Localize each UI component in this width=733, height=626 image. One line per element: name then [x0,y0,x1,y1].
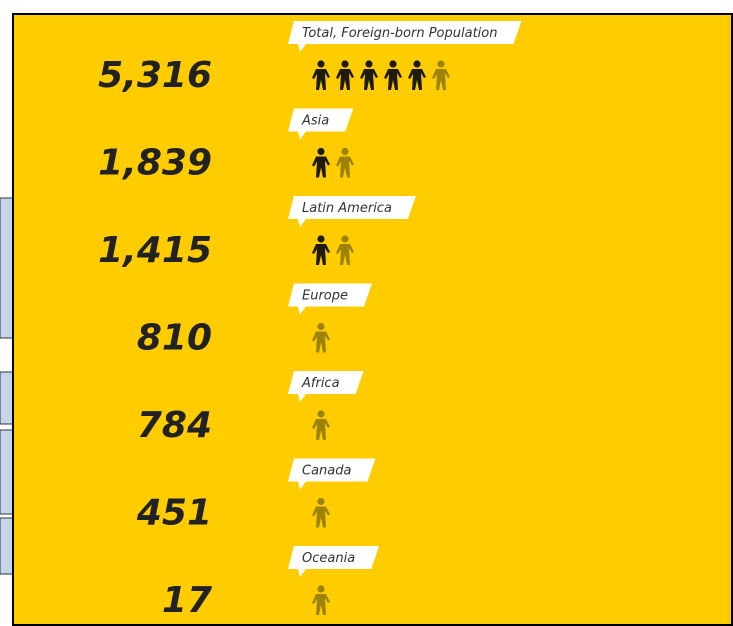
person-icon [312,235,330,265]
person-icon [360,60,378,90]
partial-person-icon [336,235,354,265]
value-label: 5,316 [98,55,212,96]
icon-head [341,147,349,156]
category-label: Europe [302,289,348,304]
tag-shape [288,21,522,52]
tag-shape [288,458,376,490]
tag-shape [288,108,354,140]
category-tag: Asia [288,108,354,140]
category-tag: Oceania [288,546,380,577]
icon-head [317,235,325,243]
icon-body [312,594,330,615]
partial-person-icon [336,147,354,178]
category-label: Africa [301,376,340,391]
tag-shape [288,196,416,227]
tag-shape [288,283,373,315]
icon-body [312,419,330,440]
icon-head [413,60,421,68]
value-label: 784 [137,405,212,446]
icon-head [317,497,325,506]
category-tag: Latin America [288,196,416,227]
icon-body [312,244,330,265]
icon-body [312,69,330,90]
person-icon [408,60,426,90]
icon-head [317,585,325,593]
partial-person-icon [312,497,330,528]
icon-head [365,60,373,68]
value-label: 1,415 [98,230,212,271]
icon-head [317,322,325,331]
icon-body [336,244,354,265]
category-label: Total, Foreign-born Population [302,26,497,41]
icon-body [336,69,354,90]
tag-shape [288,371,364,402]
category-tag: Africa [288,371,364,402]
person-icon [312,147,330,178]
category-label: Canada [302,464,352,479]
table-fragment [0,197,15,339]
icon-body [312,331,330,353]
partial-person-icon [312,585,330,615]
icon-head [317,410,325,418]
value-label: 810 [137,318,212,359]
icon-body [408,69,426,90]
partial-person-icon [312,322,330,353]
icon-body [312,506,330,528]
icon-head [317,60,325,68]
table-fragment [0,517,15,575]
tag-shape [288,546,380,577]
table-fragment [0,429,15,515]
partial-person-icon [432,60,450,90]
category-tag: Total, Foreign-born Population [288,21,522,52]
category-tag: Europe [288,283,373,315]
icon-body [384,69,402,90]
table-fragment [0,371,15,425]
value-label: 1,839 [98,143,212,184]
value-label: 451 [136,493,212,534]
icon-head [317,147,325,156]
person-icon [384,60,402,90]
icon-body [432,69,450,90]
icon-head [437,60,445,68]
icon-head [389,60,397,68]
panel [12,13,733,626]
partial-person-icon [312,410,330,440]
person-icon [336,60,354,90]
person-icon [312,60,330,90]
category-tag: Canada [288,458,376,490]
icon-body [360,69,378,90]
icon-body [312,156,330,178]
value-label: 17 [162,580,212,621]
icon-head [341,60,349,68]
category-label: Oceania [302,551,355,566]
icon-head [341,235,349,243]
icon-body [336,156,354,178]
category-label: Asia [301,114,329,129]
category-label: Latin America [302,201,392,216]
